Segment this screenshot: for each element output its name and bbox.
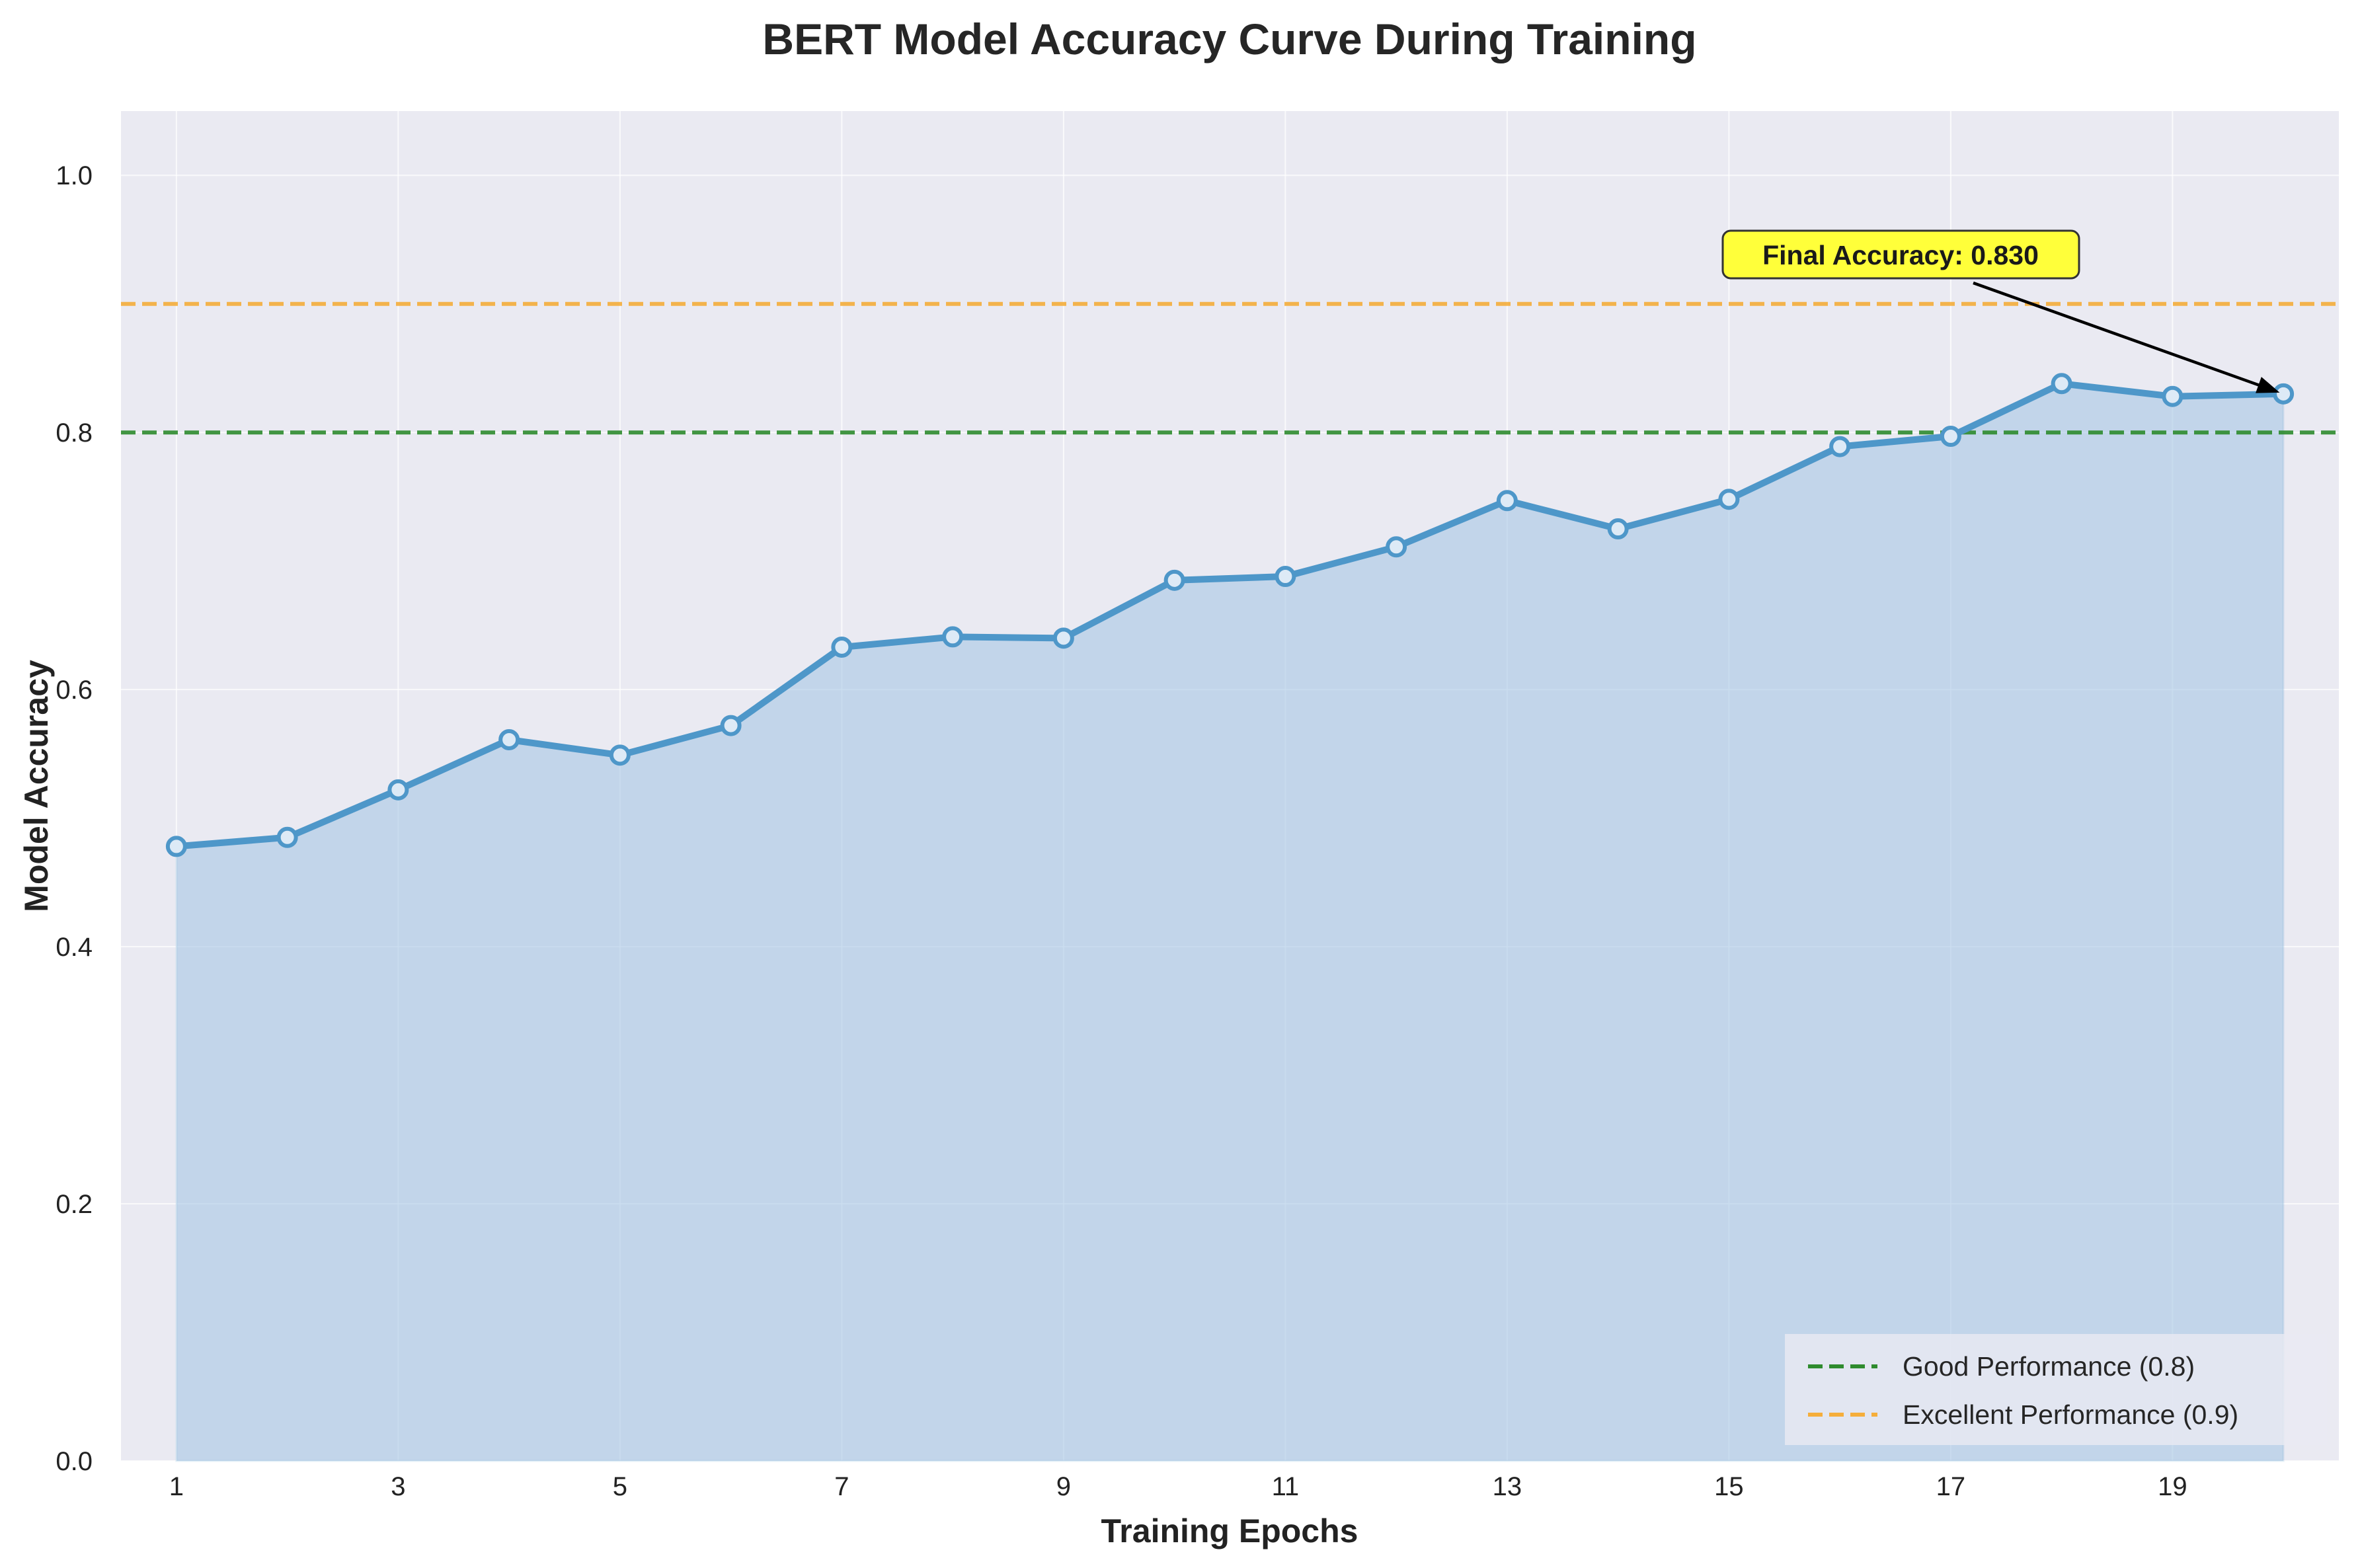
data-point-epoch-10 [1163,569,1185,591]
data-point-epoch-13 [1496,490,1518,512]
legend-label-good-performance: Good Performance (0.8) [1903,1351,2195,1382]
x-tick-label-15: 15 [1714,1472,1744,1501]
x-axis-title: Training Epochs [1101,1512,1358,1549]
data-point-epoch-7 [831,636,853,658]
data-point-epoch-15 [1718,489,1740,510]
data-point-epoch-2 [276,826,298,848]
data-point-epoch-17 [1940,426,1961,448]
y-tick-label-0.8: 0.8 [56,418,93,448]
x-axis-ticks: 1 3 5 7 9 11 13 15 17 19 [169,1472,2187,1501]
y-axis-title: Model Accuracy [18,660,55,912]
data-point-epoch-5 [609,744,631,766]
x-tick-label-11: 11 [1272,1472,1300,1501]
chart-title: BERT Model Accuracy Curve During Trainin… [762,15,1696,63]
x-tick-label-13: 13 [1493,1472,1522,1501]
legend-frame [1785,1334,2327,1445]
data-points [165,373,2295,857]
x-tick-label-7: 7 [834,1472,849,1501]
y-tick-label-0.2: 0.2 [56,1190,93,1219]
y-tick-label-0.4: 0.4 [56,933,93,962]
final-accuracy-annotation: Final Accuracy: 0.830 [1721,229,2280,393]
data-point-epoch-20 [2273,383,2295,405]
data-point-epoch-12 [1386,536,1407,558]
data-point-epoch-14 [1607,518,1629,540]
x-tick-label-5: 5 [613,1472,627,1501]
x-tick-label-17: 17 [1936,1472,1966,1501]
x-tick-label-1: 1 [169,1472,184,1501]
data-point-epoch-3 [387,779,409,801]
data-point-epoch-18 [2051,373,2072,395]
y-axis-ticks: 0.0 0.2 0.4 0.6 0.8 1.0 [56,161,93,1476]
annotation-text: Final Accuracy: 0.830 [1762,240,2039,270]
data-point-epoch-1 [165,836,187,857]
data-point-epoch-6 [720,715,742,736]
reference-lines [121,301,2339,435]
data-point-epoch-19 [2162,385,2183,407]
data-point-epoch-4 [498,728,520,750]
x-tick-label-9: 9 [1056,1472,1071,1501]
annotation-arrow [1973,281,2264,389]
legend-label-excellent-performance: Excellent Performance (0.9) [1903,1399,2238,1430]
x-tick-label-19: 19 [2158,1472,2187,1501]
annotation-box [1721,229,2080,280]
data-point-epoch-16 [1829,436,1851,457]
series-line [173,380,2287,850]
legend: Good Performance (0.8) Excellent Perform… [1785,1334,2327,1445]
y-tick-label-1.0: 1.0 [56,161,93,190]
data-point-epoch-9 [1052,627,1074,649]
y-tick-label-0.6: 0.6 [56,676,93,705]
data-point-epoch-11 [1275,566,1296,588]
y-tick-label-0.0: 0.0 [56,1447,93,1476]
annotation-arrowhead [2256,377,2280,393]
x-tick-label-3: 3 [391,1472,405,1501]
series-line-layer [173,380,2287,850]
data-point-epoch-8 [942,626,964,648]
